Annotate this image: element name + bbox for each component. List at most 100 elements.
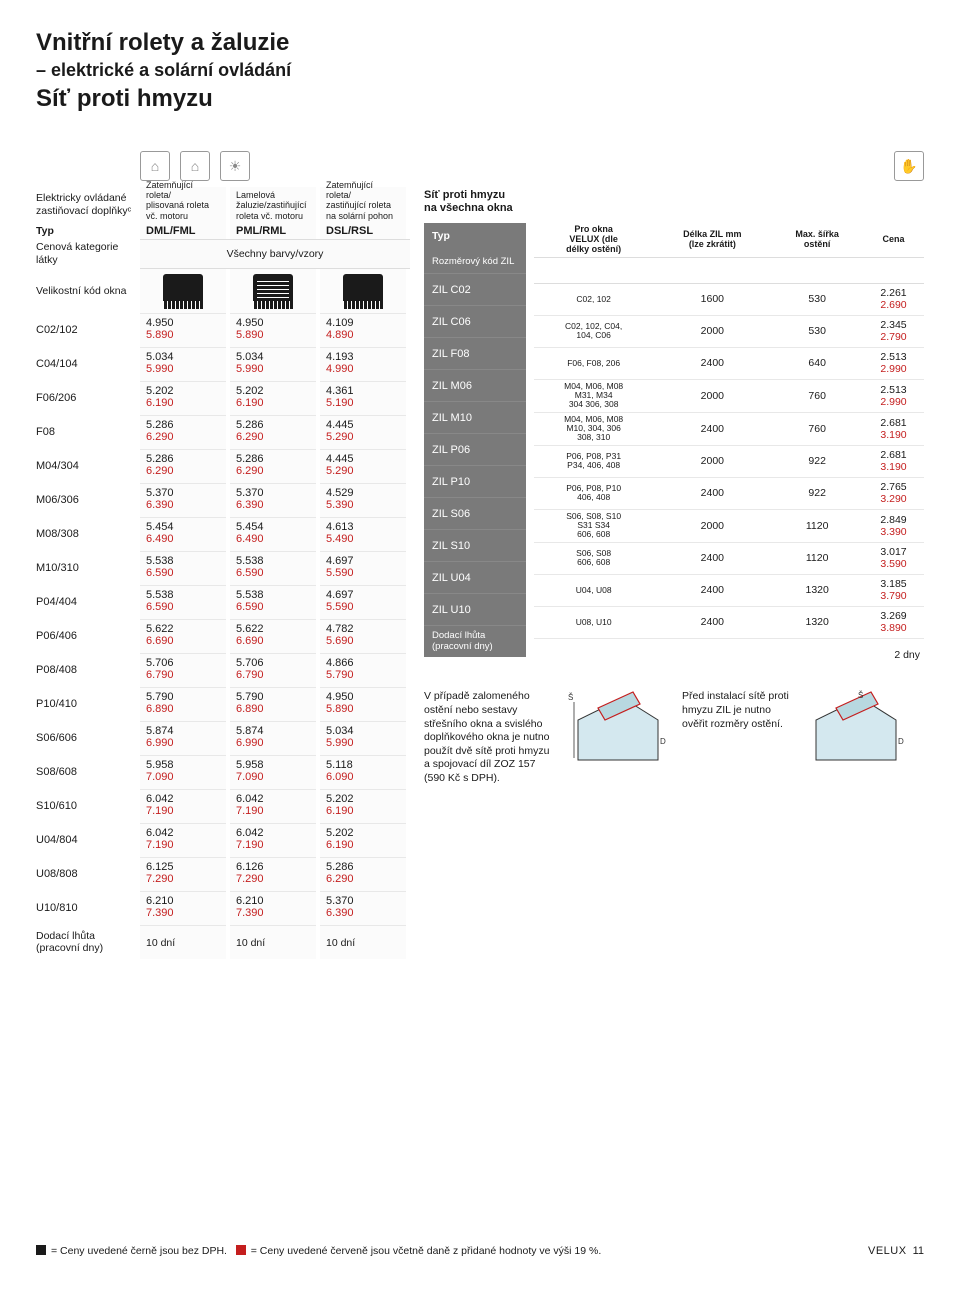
price-cell: 4.1934.990 (320, 347, 406, 381)
price-cell: 5.2866.290 (140, 415, 226, 449)
svg-text:Š: Š (568, 693, 573, 702)
price-cell: 5.2026.190 (320, 823, 406, 857)
zil-cell: 2.7653.290 (863, 477, 924, 509)
price-cell: 5.0345.990 (230, 347, 316, 381)
product-code: DML/FML (140, 223, 226, 239)
left-price-tables: Elektricky ovládané zastiňovací doplňkyᶜ… (36, 187, 406, 959)
size-code: M06/306 (36, 483, 136, 517)
zil-rozmer-header: Rozměrový kód ZIL (424, 249, 526, 273)
product-code: PML/RML (230, 223, 316, 239)
zil-cell: 2400 (653, 606, 771, 638)
zil-row: U08, U10240013203.2693.890 (534, 606, 924, 638)
size-code: M04/304 (36, 449, 136, 483)
zil-cell: 760 (771, 412, 863, 445)
price-cell: 6.2107.390 (140, 891, 226, 925)
zil-cell: 760 (771, 379, 863, 412)
zil-cell: 1600 (653, 283, 771, 315)
size-code: F08 (36, 415, 136, 449)
price-cell: 4.8665.790 (320, 653, 406, 687)
zil-cell: 2.8493.390 (863, 509, 924, 542)
remote-icon-2: ⌂ (180, 151, 210, 181)
price-cell: 5.5386.590 (230, 585, 316, 619)
size-code: S08/608 (36, 755, 136, 789)
zil-cell: 530 (771, 283, 863, 315)
zil-cell: 2.2612.690 (863, 283, 924, 315)
price-table-block: Zatemňující roleta/ plisovaná roleta vč.… (136, 187, 406, 959)
zil-cell: 530 (771, 315, 863, 347)
price-cell: 5.4546.490 (230, 517, 316, 551)
diagram-2: Š D (806, 690, 906, 768)
zil-row: F06, F08, 20624006402.5132.990 (534, 347, 924, 379)
zil-cell: C02, 102 (534, 283, 653, 315)
price-cell: 5.2026.190 (230, 381, 316, 415)
zil-typ-header: Typ (424, 223, 526, 249)
zil-column-header: Pro okna VELUX (dle délky ostění) (534, 223, 653, 257)
zil-cell: 922 (771, 477, 863, 509)
price-cell: 5.6226.690 (140, 619, 226, 653)
size-code: S10/610 (36, 789, 136, 823)
zil-column-header: Cena (863, 223, 924, 257)
price-cell: 6.1257.290 (140, 857, 226, 891)
price-cell: 5.7906.890 (140, 687, 226, 721)
size-code: C04/104 (36, 347, 136, 381)
zil-cell: 2.6813.190 (863, 412, 924, 445)
zil-cell: 2.6813.190 (863, 445, 924, 477)
price-cell: 6.1267.290 (230, 857, 316, 891)
price-cell: 5.2866.290 (230, 415, 316, 449)
zil-cell: U08, U10 (534, 606, 653, 638)
velikost-label: Velikostní kód okna (36, 269, 136, 313)
price-cell: 6.2107.390 (230, 891, 316, 925)
zil-delivery-row: 2 dny (534, 638, 924, 670)
price-cell: 4.4455.290 (320, 449, 406, 483)
price-cell: 5.4546.490 (140, 517, 226, 551)
zil-cell: 1120 (771, 509, 863, 542)
zil-row: M04, M06, M08 M10, 304, 306 308, 3102400… (534, 412, 924, 445)
zil-cell: P06, P08, P31 P34, 406, 408 (534, 445, 653, 477)
price-cell: 4.7825.690 (320, 619, 406, 653)
zil-row: S06, S08 606, 608240011203.0173.590 (534, 542, 924, 574)
zil-code: ZIL F08 (424, 337, 526, 369)
typ-label: Typ (36, 223, 136, 239)
size-code: U04/804 (36, 823, 136, 857)
price-cell: 4.4455.290 (320, 415, 406, 449)
zil-label-column: Síť proti hmyzu na všechna okna Typ Rozm… (424, 187, 526, 670)
price-cell: 4.6975.590 (320, 551, 406, 585)
price-cell: 4.3615.190 (320, 381, 406, 415)
black-square-icon (36, 1245, 46, 1255)
row-labels-column: Elektricky ovládané zastiňovací doplňkyᶜ… (36, 187, 136, 959)
size-code: U08/808 (36, 857, 136, 891)
price-cell: 4.9505.890 (320, 687, 406, 721)
zil-code: ZIL C06 (424, 305, 526, 337)
footer-brand: VELUX (868, 1245, 907, 1257)
zil-row: P06, P08, P10 406, 40824009222.7653.290 (534, 477, 924, 509)
zil-data-table: Pro okna VELUX (dle délky ostění)Délka Z… (534, 187, 924, 670)
zil-cell: S06, S08, S10 S31 S34 606, 608 (534, 509, 653, 542)
product-icon (320, 269, 406, 313)
zil-cell: F06, F08, 206 (534, 347, 653, 379)
zil-code: ZIL P06 (424, 433, 526, 465)
diagram-text: Před instalací sítě proti hmyzu ZIL je n… (682, 690, 792, 731)
zil-cell: 1320 (771, 606, 863, 638)
price-cell: 5.3706.390 (230, 483, 316, 517)
zil-column-header: Max. šířka ostění (771, 223, 863, 257)
price-cell: 4.5295.390 (320, 483, 406, 517)
zil-cell: P06, P08, P10 406, 408 (534, 477, 653, 509)
zil-cell: 2400 (653, 477, 771, 509)
zil-cell: 2400 (653, 412, 771, 445)
price-cell: 4.9505.890 (230, 313, 316, 347)
price-cell: 5.2866.290 (230, 449, 316, 483)
zil-cell: 1320 (771, 574, 863, 606)
title-3: Síť proti hmyzu (36, 85, 924, 113)
page-header: Vnitřní rolety a žaluzie – elektrické a … (36, 28, 924, 113)
zil-code: ZIL M10 (424, 401, 526, 433)
price-cell: 5.8746.990 (140, 721, 226, 755)
price-cell: 6.0427.190 (230, 789, 316, 823)
diagram-1: Š D (568, 690, 668, 768)
price-cell: 5.1186.090 (320, 755, 406, 789)
price-cell: 5.2026.190 (320, 789, 406, 823)
price-cell: 5.2026.190 (140, 381, 226, 415)
price-cell: 6.0427.190 (140, 789, 226, 823)
page-number: 11 (913, 1245, 924, 1257)
delivery-cell: 10 dní (140, 925, 226, 959)
price-cell: 5.5386.590 (140, 585, 226, 619)
